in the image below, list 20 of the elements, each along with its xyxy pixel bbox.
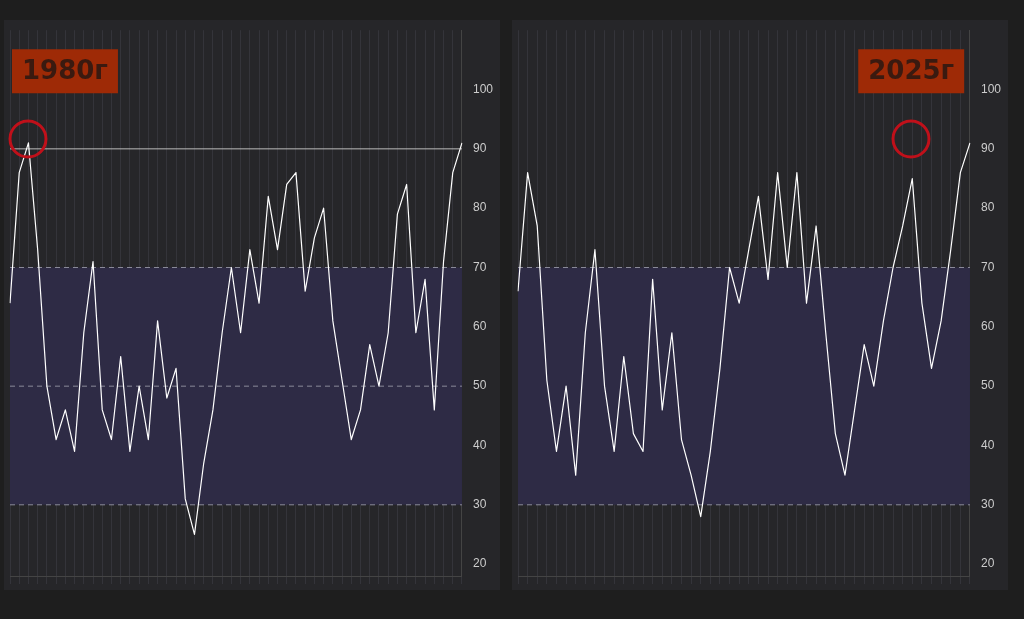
y-tick-label: 30 bbox=[980, 497, 995, 512]
y-tick-label: 90 bbox=[472, 141, 487, 156]
annotation: 2025г bbox=[868, 55, 955, 86]
y-tick-label: 40 bbox=[472, 437, 487, 452]
y-tick-label: 50 bbox=[980, 378, 995, 393]
y-tick-label: 90 bbox=[980, 141, 995, 156]
annotation: 1980г bbox=[22, 55, 108, 86]
y-tick-label: 100 bbox=[472, 81, 494, 96]
y-tick-label: 80 bbox=[472, 200, 487, 215]
y-tick-label: 70 bbox=[472, 259, 487, 274]
y-tick-label: 20 bbox=[472, 556, 487, 571]
y-tick-label: 40 bbox=[980, 437, 995, 452]
y-tick-label: 70 bbox=[980, 259, 995, 274]
y-tick-label: 60 bbox=[472, 319, 487, 334]
y-tick-label: 80 bbox=[980, 200, 995, 215]
y-tick-label: 60 bbox=[980, 319, 995, 334]
y-tick-label: 100 bbox=[980, 81, 1002, 96]
y-tick-label: 50 bbox=[472, 378, 487, 393]
y-tick-label: 20 bbox=[980, 556, 995, 571]
y-tick-label: 30 bbox=[472, 497, 487, 512]
